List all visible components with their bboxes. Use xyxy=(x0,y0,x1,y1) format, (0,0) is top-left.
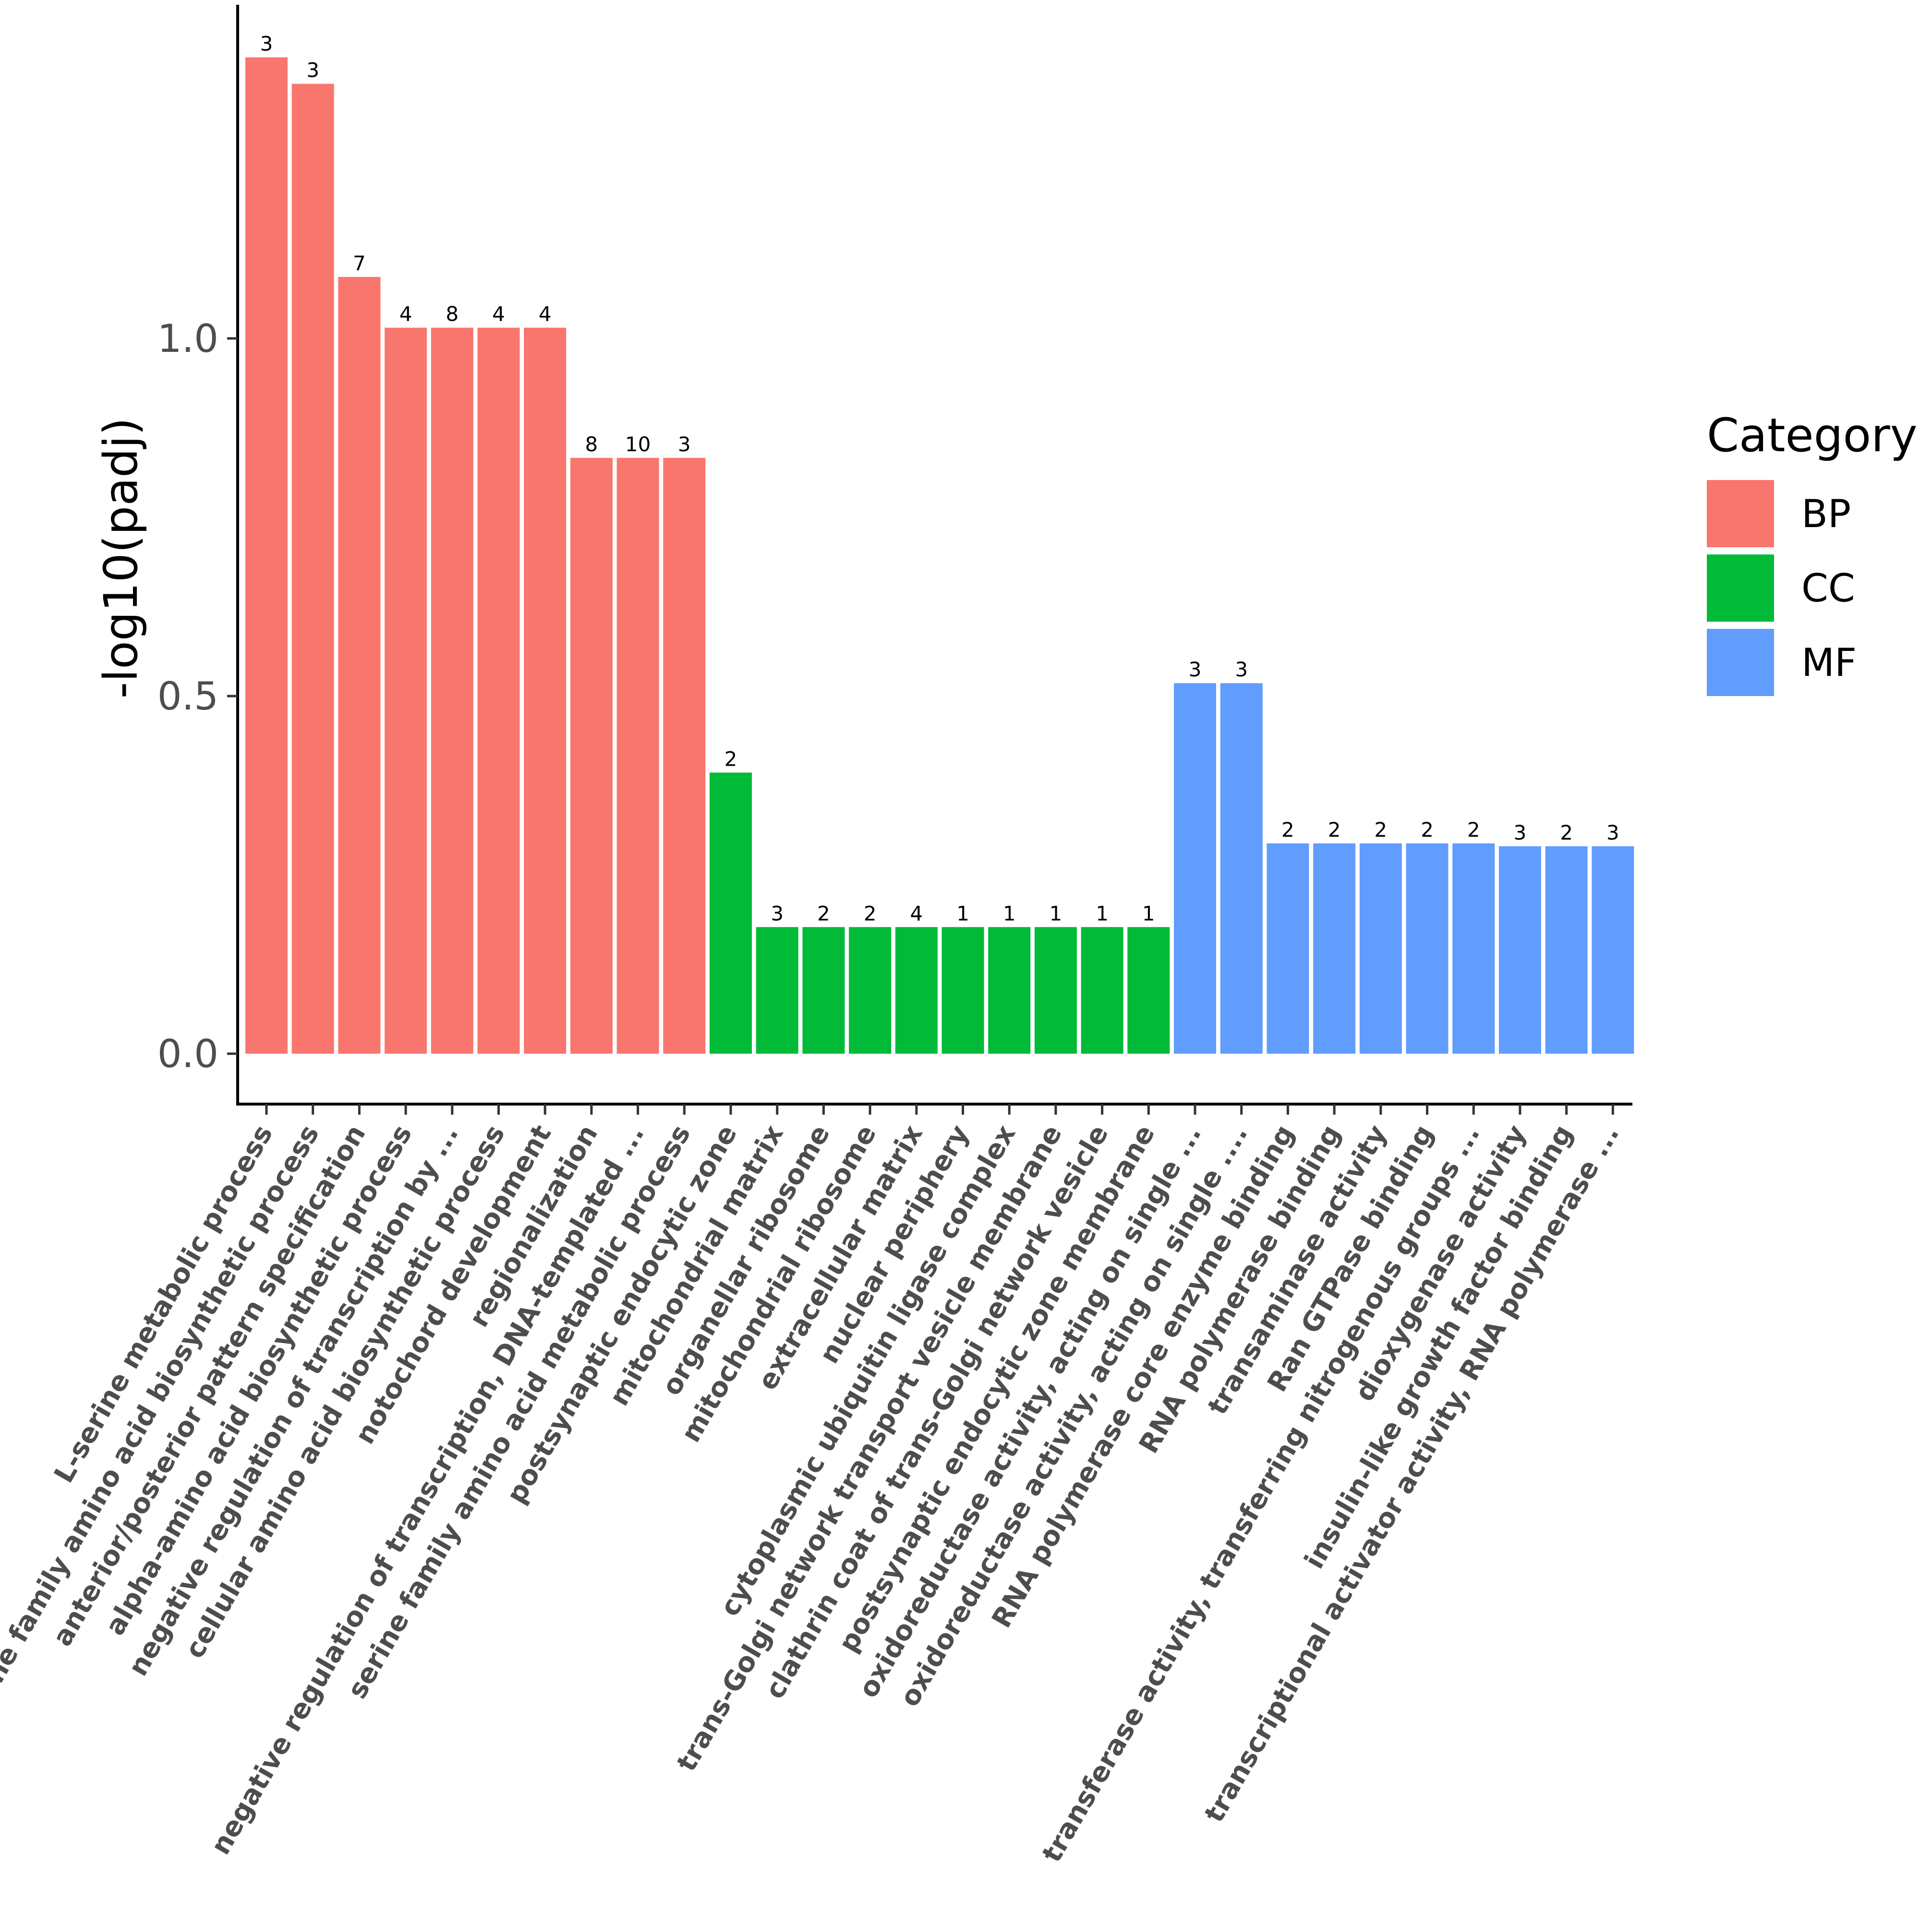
bar-count-label: 1 xyxy=(1096,902,1109,925)
bar-count-label: 2 xyxy=(1328,818,1341,842)
bar-bp xyxy=(385,327,427,1054)
bar-count-label: 2 xyxy=(864,902,877,925)
bar-cc xyxy=(710,772,752,1054)
bar-cc xyxy=(942,927,984,1054)
bar-count-label: 1 xyxy=(1142,902,1155,925)
bar-cc xyxy=(1034,927,1077,1054)
bar-count-label: 3 xyxy=(1235,658,1248,681)
bar-cc xyxy=(895,927,938,1054)
bar-cc xyxy=(1127,927,1170,1054)
bar-mf xyxy=(1545,846,1588,1054)
bar-count-labels: 3 3 7 4 8 4 4 8 10 3 2 3 2 2 4 1 1 1 1 1 3 3 2 2 2 2 2 3 2 3 xyxy=(260,32,1619,925)
bar-count-label: 4 xyxy=(910,902,923,925)
bar-mf xyxy=(1592,846,1634,1054)
bar-count-label: 3 xyxy=(1189,658,1202,681)
y-tick-label: 0.5 xyxy=(157,674,218,719)
legend-label: MF xyxy=(1801,640,1857,685)
bar-bp xyxy=(570,457,613,1054)
bar-count-label: 8 xyxy=(446,302,459,326)
bar-count-label: 1 xyxy=(956,902,969,925)
legend-label: BP xyxy=(1801,492,1851,536)
bar-count-label: 2 xyxy=(1560,821,1573,844)
bar-count-label: 3 xyxy=(306,59,319,82)
bar-count-label: 1 xyxy=(1050,902,1063,925)
bar-count-label: 2 xyxy=(1374,818,1387,842)
bar-count-label: 2 xyxy=(1467,818,1480,842)
bar-count-label: 10 xyxy=(625,433,651,456)
y-axis-title: -log10(padj) xyxy=(94,418,148,698)
bar-count-label: 4 xyxy=(399,302,412,326)
bar-mf xyxy=(1359,843,1402,1054)
bar-count-label: 2 xyxy=(724,747,737,770)
bar-bp xyxy=(616,457,659,1054)
bar-bp xyxy=(524,327,567,1054)
bar-cc xyxy=(1081,927,1123,1054)
legend: Category BP CC MF xyxy=(1707,409,1918,696)
axes xyxy=(236,5,1632,1106)
bar-mf xyxy=(1406,843,1449,1054)
y-axis-ticks: 0.0 0.5 1.0 xyxy=(157,316,238,1076)
bars-group xyxy=(245,57,1634,1054)
bar-count-label: 7 xyxy=(353,252,366,275)
bar-bp xyxy=(431,327,473,1054)
bar-mf xyxy=(1220,683,1263,1054)
bar-bp xyxy=(291,84,334,1054)
bar-count-label: 3 xyxy=(1606,821,1619,844)
bar-mf xyxy=(1313,843,1356,1054)
bar-count-label: 3 xyxy=(771,902,784,925)
bar-cc xyxy=(849,927,892,1054)
bar-count-label: 3 xyxy=(260,32,273,55)
bar-count-label: 4 xyxy=(492,302,505,326)
y-tick-label: 1.0 xyxy=(157,316,218,361)
legend-key-bp xyxy=(1707,480,1774,547)
y-tick-label: 0.0 xyxy=(157,1032,218,1076)
bar-cc xyxy=(756,927,798,1054)
bar-mf xyxy=(1498,846,1541,1054)
legend-title: Category xyxy=(1707,409,1918,462)
bar-count-label: 2 xyxy=(1421,818,1434,842)
bar-bp xyxy=(663,457,706,1054)
bar-count-label: 8 xyxy=(585,433,598,456)
legend-label: CC xyxy=(1801,566,1855,611)
bar-bp xyxy=(245,57,288,1054)
bar-count-label: 2 xyxy=(817,902,830,925)
bar-count-label: 3 xyxy=(1514,821,1527,844)
legend-key-cc xyxy=(1707,554,1774,622)
bar-count-label: 3 xyxy=(678,433,691,456)
bar-cc xyxy=(802,927,845,1054)
bar-mf xyxy=(1267,843,1309,1054)
bar-bp xyxy=(338,277,381,1054)
bar-bp xyxy=(477,327,520,1054)
legend-key-mf xyxy=(1707,629,1774,696)
bar-count-label: 1 xyxy=(1003,902,1016,925)
bar-mf xyxy=(1452,843,1495,1054)
bar-mf xyxy=(1174,683,1216,1054)
bar-count-label: 2 xyxy=(1281,818,1294,842)
bar-cc xyxy=(988,927,1031,1054)
bar-count-label: 4 xyxy=(539,302,552,326)
